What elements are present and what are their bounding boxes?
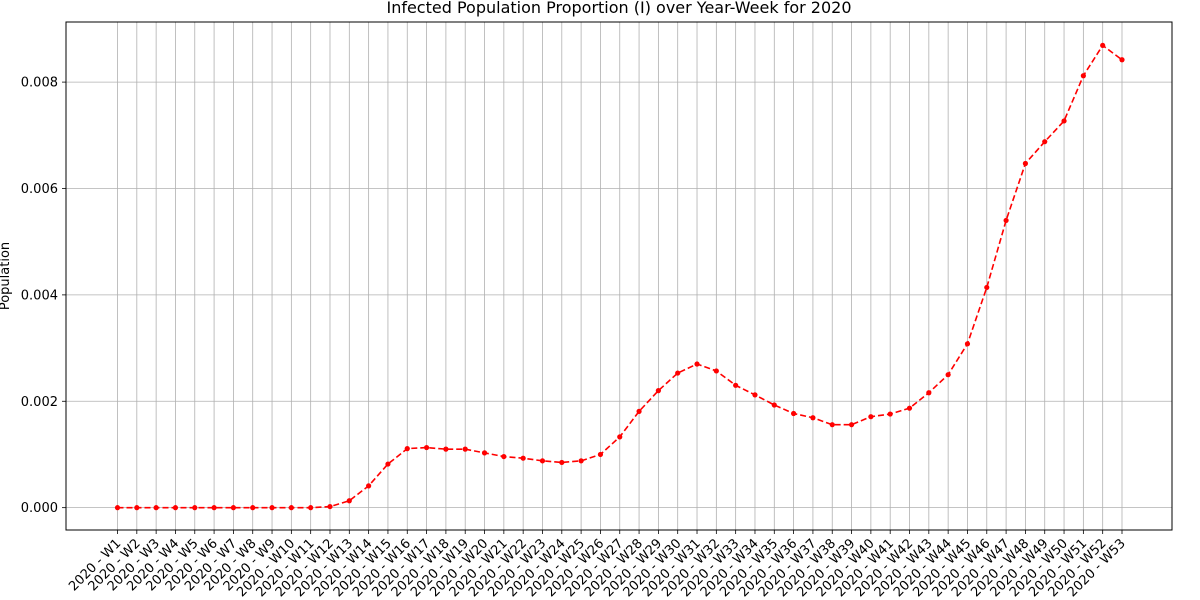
chart-title: Infected Population Proportion (I) over … bbox=[386, 0, 851, 17]
data-point bbox=[617, 434, 623, 440]
data-point bbox=[636, 408, 642, 414]
plot-area bbox=[65, 21, 1173, 531]
data-point bbox=[501, 453, 507, 460]
data-point bbox=[578, 458, 584, 464]
data-point bbox=[462, 446, 468, 452]
data-point bbox=[269, 505, 275, 511]
y-tick-label: 0.002 bbox=[21, 395, 58, 410]
data-point bbox=[906, 405, 913, 411]
data-point bbox=[1080, 73, 1086, 79]
data-point bbox=[288, 505, 294, 511]
data-point bbox=[887, 411, 893, 417]
data-point bbox=[443, 446, 449, 452]
data-point bbox=[733, 382, 739, 388]
data-point bbox=[250, 505, 256, 511]
y-tick-label: 0.000 bbox=[21, 501, 58, 516]
data-point bbox=[404, 446, 410, 452]
y-tick-label: 0.006 bbox=[21, 182, 58, 197]
data-point bbox=[308, 505, 314, 511]
data-point bbox=[1003, 217, 1009, 224]
data-point bbox=[559, 459, 565, 466]
data-point bbox=[1100, 42, 1106, 49]
data-point bbox=[327, 503, 333, 510]
data-point bbox=[597, 451, 604, 458]
data-point bbox=[1022, 160, 1029, 167]
data-point bbox=[810, 415, 816, 421]
data-point bbox=[945, 372, 951, 378]
data-point bbox=[829, 422, 835, 428]
y-tick-label: 0.008 bbox=[21, 76, 58, 91]
data-point bbox=[752, 392, 758, 398]
data-point bbox=[1119, 57, 1125, 63]
series-group bbox=[114, 42, 1125, 511]
data-point bbox=[134, 505, 140, 511]
data-point bbox=[172, 505, 179, 511]
data-point bbox=[520, 455, 526, 461]
data-point bbox=[694, 361, 700, 367]
data-point bbox=[211, 505, 217, 511]
data-point bbox=[964, 341, 971, 347]
data-point bbox=[771, 402, 777, 408]
data-point bbox=[984, 284, 990, 291]
data-point bbox=[848, 422, 855, 428]
data-point bbox=[230, 505, 237, 511]
data-point bbox=[1042, 139, 1048, 145]
grid bbox=[66, 22, 1172, 530]
y-axis-label: Population bbox=[0, 242, 13, 310]
y-tick-label: 0.004 bbox=[21, 288, 58, 303]
data-point bbox=[655, 388, 661, 394]
data-point bbox=[675, 370, 681, 376]
data-point bbox=[346, 498, 352, 504]
data-point bbox=[713, 368, 719, 374]
data-point bbox=[868, 414, 874, 420]
data-point bbox=[366, 483, 372, 489]
data-point bbox=[153, 505, 159, 511]
data-point bbox=[423, 444, 430, 451]
data-point bbox=[1061, 118, 1067, 124]
data-point bbox=[385, 461, 391, 467]
data-point bbox=[481, 450, 488, 456]
data-point bbox=[539, 458, 546, 464]
data-point bbox=[192, 505, 198, 511]
data-point bbox=[114, 505, 121, 511]
data-point bbox=[791, 410, 797, 417]
data-point bbox=[926, 390, 932, 396]
